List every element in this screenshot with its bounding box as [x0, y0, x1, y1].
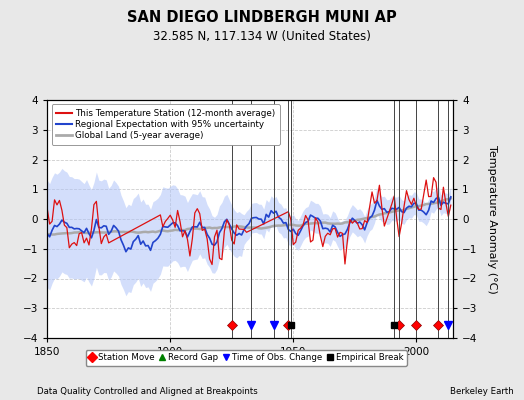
Y-axis label: Temperature Anomaly (°C): Temperature Anomaly (°C)	[487, 145, 497, 293]
Legend: This Temperature Station (12-month average), Regional Expectation with 95% uncer: This Temperature Station (12-month avera…	[51, 104, 280, 144]
Text: 32.585 N, 117.134 W (United States): 32.585 N, 117.134 W (United States)	[153, 30, 371, 43]
Text: SAN DIEGO LINDBERGH MUNI AP: SAN DIEGO LINDBERGH MUNI AP	[127, 10, 397, 25]
Text: Data Quality Controlled and Aligned at Breakpoints: Data Quality Controlled and Aligned at B…	[37, 387, 257, 396]
Text: Berkeley Earth: Berkeley Earth	[450, 387, 514, 396]
Legend: Station Move, Record Gap, Time of Obs. Change, Empirical Break: Station Move, Record Gap, Time of Obs. C…	[85, 350, 407, 366]
